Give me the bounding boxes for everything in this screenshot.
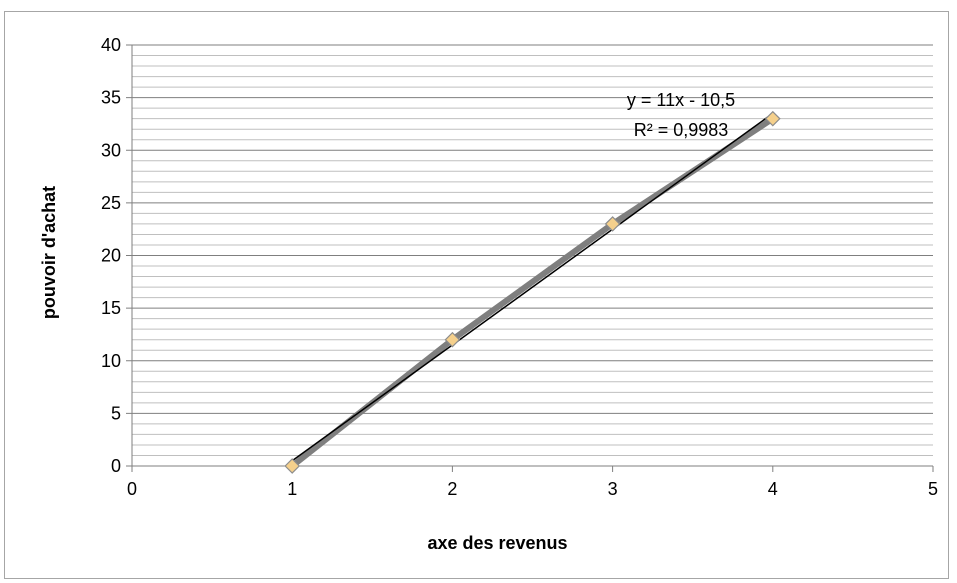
y-axis-title: pouvoir d'achat [39,186,59,319]
y-tick-label: 30 [101,140,121,160]
y-tick-label: 10 [101,351,121,371]
y-tick-label: 25 [101,193,121,213]
major-gridlines [132,44,933,414]
y-tick-label: 35 [101,88,121,108]
y-tick-label: 40 [101,35,121,55]
x-tick-label: 1 [287,479,297,499]
y-tick-label: 15 [101,298,121,318]
x-tick-label: 2 [447,479,457,499]
data-point-marker [284,458,301,474]
chart: 0 5 10 15 20 25 30 35 40 0 1 2 3 4 5 y = 11x - 10,5 R… [39,35,938,553]
y-tick-labels: 0 5 10 15 20 25 30 35 40 [101,35,121,476]
trendline-line [291,112,774,462]
trendline [291,112,774,462]
x-tick-labels: 0 1 2 3 4 5 [127,479,938,499]
data-point-marker [764,110,781,127]
y-tick-label: 5 [111,403,121,423]
x-tick-label: 3 [608,479,618,499]
trendline-equation: y = 11x - 10,5 [627,90,735,110]
data-point-marker [444,331,461,348]
data-markers [284,110,781,474]
x-tick-label: 4 [768,479,778,499]
chart-frame: 0 5 10 15 20 25 30 35 40 0 1 2 3 4 5 y = 11x - 10,5 R… [4,11,949,579]
series-line [290,116,775,469]
y-tick-label: 20 [101,246,121,266]
axes [126,44,934,472]
series-polyline [290,116,775,469]
x-axis-title: axe des revenus [427,533,567,553]
trendline-r-squared: R² = 0,9983 [634,120,729,140]
x-tick-label: 5 [928,479,938,499]
x-tick-label: 0 [127,479,137,499]
y-tick-label: 0 [111,456,121,476]
data-point-marker [604,216,621,232]
